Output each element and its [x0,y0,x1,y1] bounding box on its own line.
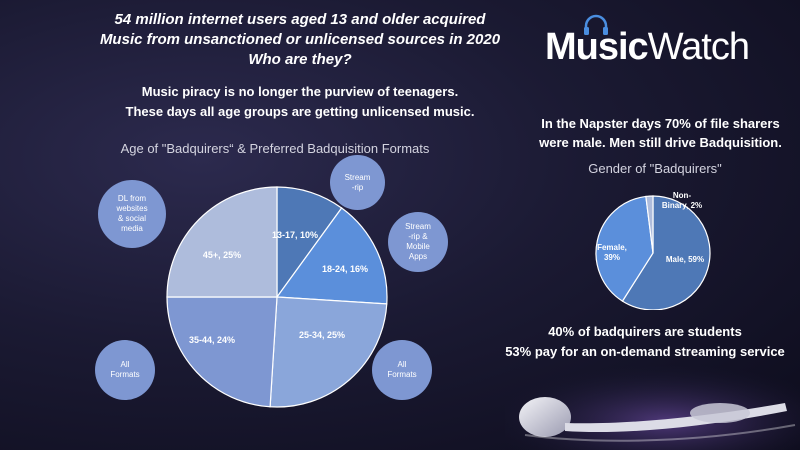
format-bubble-stream-rip-mobile: Stream -rip & Mobile Apps [388,212,448,272]
pie-slice [595,195,654,302]
bubble-text: All Formats [110,360,140,379]
pie-slice [275,207,388,305]
bubble-text: All Formats [387,360,417,379]
pie-slice [269,296,388,408]
logo-text-watch: Watch [647,26,750,68]
stats-line-1: 40% of badquirers are students [548,324,742,339]
pie-slice [166,296,278,408]
format-bubble-all-formats-left: All Formats [95,340,155,400]
headphones-icon [584,14,608,35]
bubble-text: Stream -rip & Mobile Apps [405,222,431,261]
headline-line-2: Music from unsanctioned or unlicensed so… [99,31,501,48]
age-pie-chart: 13-17, 10% 18-24, 16% 25-34, 25% 35-44, 24%… [166,186,388,408]
pie-slice-label: Female, 39% [597,243,627,262]
gender-chart-title: Gender of "Badquirers" [588,161,722,176]
napster-line-1: In the Napster days 70% of file sharers [541,116,780,131]
musicwatch-logo: MusicWatch [545,26,750,69]
logo-text-music: Music [545,26,649,68]
pie-slice [166,186,278,298]
pie-slice-label: 45+, 25% [203,250,241,260]
format-bubble-stream-rip: Stream -rip [330,155,385,210]
pie-slice-label: Non-Binary, 2% [662,191,702,210]
earphone-illustration [505,355,800,450]
subhead: Music piracy is no longer the purview of… [100,82,500,122]
napster-note: In the Napster days 70% of file sharers … [528,114,793,152]
subhead-line-2: These days all age groups are getting un… [125,104,475,119]
pie-slice-label: Male, 59% [666,255,704,264]
gender-pie-chart: Male, 59% Female, 39% Non-Binary, 2% [595,191,711,310]
pie-slice-label: 35-44, 24% [189,335,235,345]
headline-line-1: 54 million internet users aged 13 and ol… [114,11,486,28]
pie-slice-label: 18-24, 16% [322,264,368,274]
bubble-text: Stream -rip [344,172,371,192]
pie-slice-label: 13-17, 10% [272,230,318,240]
bubble-text: DL from websites & social media [116,194,148,233]
subhead-line-1: Music piracy is no longer the purview of… [141,84,459,99]
age-pie-slices: 13-17, 10% 18-24, 16% 25-34, 25% 35-44, 24%… [166,186,388,408]
gender-pie-slices: Male, 59% Female, 39% Non-Binary, 2% [595,191,711,310]
format-bubble-dl-websites: DL from websites & social media [98,180,166,248]
pie-slice [645,195,654,254]
pie-slice [621,195,711,310]
napster-line-2: were male. Men still drive Badquisition. [539,135,782,150]
format-bubble-all-formats-right: All Formats [372,340,432,400]
age-chart-title: Age of "Badquirers“ & Preferred Badquisi… [120,141,430,156]
pie-slice-label: 25-34, 25% [299,330,345,340]
headline-line-3: Who are they? [248,51,352,68]
headline: 54 million internet users aged 13 and ol… [60,10,540,70]
